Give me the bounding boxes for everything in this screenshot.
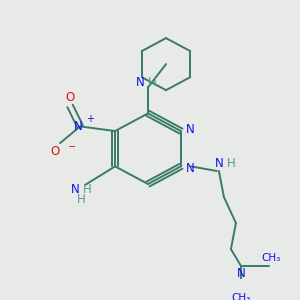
Text: CH₃: CH₃ (231, 293, 250, 300)
Text: H: H (226, 157, 235, 170)
Text: N: N (185, 162, 194, 175)
Text: H: H (77, 193, 85, 206)
Text: N: N (71, 183, 80, 196)
Text: N: N (136, 76, 144, 89)
Text: N: N (214, 157, 223, 170)
Text: O: O (65, 91, 75, 104)
Text: N: N (185, 123, 194, 136)
Text: −: − (68, 142, 76, 152)
Text: H: H (148, 76, 156, 89)
Text: N: N (236, 267, 245, 280)
Text: +: + (86, 114, 94, 124)
Text: CH₃: CH₃ (261, 254, 280, 263)
Text: H: H (83, 183, 92, 196)
Text: O: O (50, 145, 60, 158)
Text: N: N (74, 120, 82, 133)
